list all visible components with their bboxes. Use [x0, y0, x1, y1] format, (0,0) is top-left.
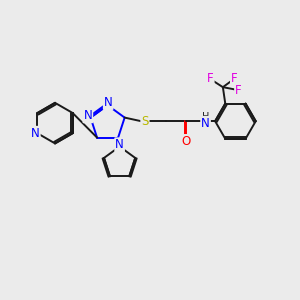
- Text: F: F: [231, 72, 238, 85]
- Text: H: H: [202, 112, 209, 122]
- Text: O: O: [182, 135, 191, 148]
- Text: N: N: [31, 127, 40, 140]
- Text: S: S: [141, 115, 148, 128]
- Text: N: N: [201, 117, 210, 130]
- Text: N: N: [115, 138, 124, 151]
- Text: F: F: [207, 72, 214, 85]
- Text: F: F: [235, 84, 242, 97]
- Text: N: N: [83, 109, 92, 122]
- Text: N: N: [104, 96, 112, 109]
